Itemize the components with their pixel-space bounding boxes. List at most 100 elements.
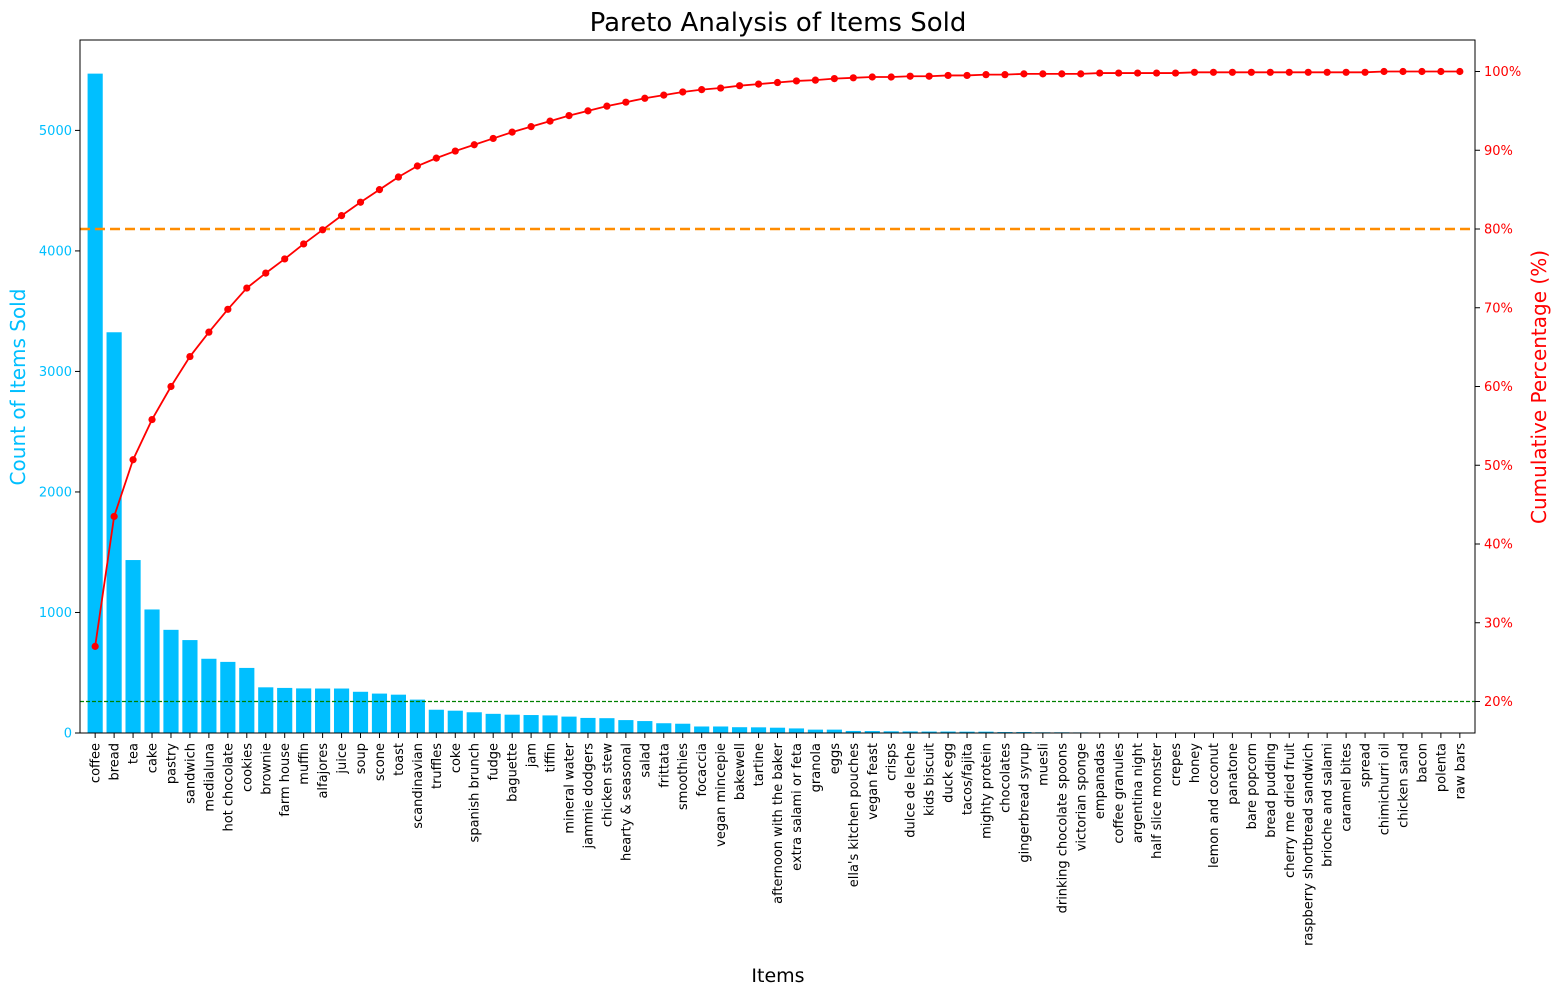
bar-12 [315, 689, 330, 733]
bar-22 [505, 715, 520, 733]
x-tick-label-50: muesli [1036, 743, 1051, 786]
bar-28 [618, 720, 633, 733]
x-tick-label-56: half slice monster [1150, 742, 1165, 859]
y2-axis-label: Cumulative Percentage (%) [1527, 250, 1551, 524]
cumulative-point-6 [205, 329, 212, 336]
x-tick-label-35: tartine [752, 743, 767, 786]
x-tick-label-1: bread [108, 743, 123, 781]
x-tick-label-23: jam [525, 743, 540, 768]
cumulative-point-24 [546, 118, 553, 125]
cumulative-point-16 [395, 173, 402, 180]
x-tick-label-2: tea [127, 743, 142, 764]
cumulative-point-25 [565, 112, 572, 119]
cumulative-point-28 [622, 99, 629, 106]
cumulative-point-4 [167, 383, 174, 390]
cumulative-point-47 [982, 71, 989, 78]
x-tick-label-32: focaccia [695, 743, 710, 797]
bar-26 [580, 718, 595, 733]
x-tick-label-51: drinking chocolate spoons [1055, 743, 1070, 914]
x-tick-label-33: vegan mincepie [714, 743, 729, 847]
x-tick-label-30: frittata [657, 743, 672, 788]
cumulative-point-52 [1077, 70, 1084, 77]
cumulative-point-40 [850, 74, 857, 81]
x-tick-label-22: baguette [506, 743, 521, 802]
x-tick-label-24: tiffin [544, 743, 559, 773]
bar-8 [239, 668, 254, 733]
cumulative-point-51 [1058, 70, 1065, 77]
cumulative-point-72 [1456, 68, 1463, 75]
x-tick-label-17: scandinavian [411, 743, 426, 829]
cumulative-point-38 [812, 77, 819, 84]
cumulative-point-57 [1172, 69, 1179, 76]
cumulative-point-56 [1153, 69, 1160, 76]
x-tick-label-57: crepes [1169, 743, 1184, 786]
bar-37 [789, 728, 804, 733]
cumulative-point-71 [1437, 68, 1444, 75]
x-tick-label-64: raspberry shortbread sandwich [1302, 743, 1317, 946]
bar-4 [163, 630, 178, 733]
bar-3 [144, 609, 159, 733]
cumulative-point-13 [338, 212, 345, 219]
cumulative-point-65 [1324, 69, 1331, 76]
cumulative-point-12 [319, 226, 326, 233]
bar-14 [353, 692, 368, 733]
bar-13 [334, 689, 349, 733]
cumulative-point-27 [603, 103, 610, 110]
cumulative-point-50 [1039, 70, 1046, 77]
y-tick-label-5: 5000 [39, 124, 72, 139]
x-tick-label-49: gingerbread syrup [1017, 743, 1032, 863]
cumulative-point-33 [717, 84, 724, 91]
x-tick-label-31: smoothies [676, 743, 691, 810]
x-tick-label-5: sandwich [183, 743, 198, 804]
cumulative-point-14 [357, 199, 364, 206]
bar-1 [107, 332, 122, 733]
bar-33 [713, 726, 728, 733]
bar-23 [524, 715, 539, 733]
chart-title: Pareto Analysis of Items Sold [590, 8, 967, 38]
cumulative-point-5 [186, 353, 193, 360]
x-tick-label-7: hot chocolate [221, 743, 236, 832]
cumulative-point-22 [509, 129, 516, 136]
cumulative-point-37 [793, 77, 800, 84]
bar-2 [125, 560, 140, 733]
cumulative-point-20 [471, 141, 478, 148]
x-axis-label: Items [751, 965, 804, 987]
cumulative-point-53 [1096, 69, 1103, 76]
x-tick-label-63: cherry me dried fruit [1283, 743, 1298, 878]
cumulative-point-58 [1191, 69, 1198, 76]
x-tick-label-19: coke [449, 743, 464, 773]
bar-34 [732, 727, 747, 733]
x-tick-label-14: soup [354, 743, 369, 774]
bar-5 [182, 640, 197, 733]
x-tick-label-43: dulce de leche [904, 743, 919, 838]
cumulative-point-64 [1305, 69, 1312, 76]
bar-0 [88, 74, 103, 733]
x-tick-label-37: extra salami or feta [790, 743, 805, 871]
cumulative-point-31 [679, 88, 686, 95]
x-tick-label-58: honey [1188, 743, 1203, 783]
y-tick-label-4: 4000 [39, 244, 72, 259]
x-tick-label-13: juice [335, 743, 350, 775]
cumulative-point-36 [774, 79, 781, 86]
x-tick-label-18: truffles [430, 743, 445, 789]
cumulative-point-59 [1210, 69, 1217, 76]
cumulative-point-17 [414, 162, 421, 169]
cumulative-point-26 [584, 107, 591, 114]
y-axis-label: Count of Items Sold [6, 289, 30, 486]
x-tick-label-27: chicken stew [600, 743, 615, 827]
x-tick-label-21: fudge [487, 743, 502, 780]
x-tick-label-61: bare popcorn [1245, 743, 1260, 829]
bar-29 [637, 721, 652, 733]
cumulative-point-7 [224, 306, 231, 313]
cumulative-point-46 [963, 72, 970, 79]
bar-36 [770, 728, 785, 733]
y-tick-label-2: 2000 [39, 485, 72, 500]
x-tick-label-26: jammie dodgers [581, 743, 596, 850]
x-tick-label-65: brioche and salami [1321, 743, 1336, 867]
cumulative-point-35 [755, 81, 762, 88]
x-tick-label-0: coffee [89, 743, 104, 783]
x-tick-label-12: alfajores [316, 743, 331, 799]
y-tick-label-0: 0 [64, 727, 72, 742]
x-tick-label-46: tacos/fajita [961, 743, 976, 815]
